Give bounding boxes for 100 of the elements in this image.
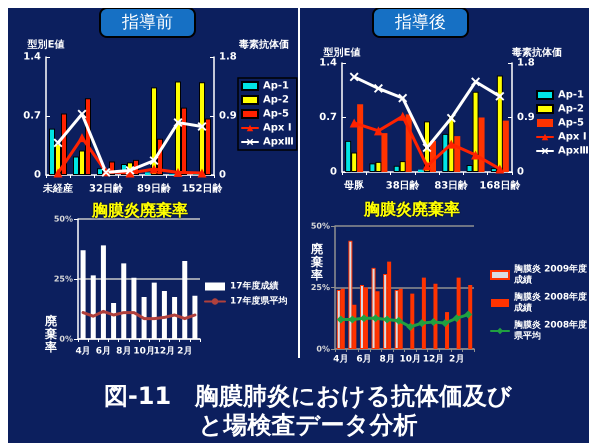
y-tick-label: 1.4 (23, 52, 42, 62)
point (422, 143, 432, 152)
legend-label: Apx Ⅰ (558, 132, 587, 142)
y-tick-label: 0.7 (319, 112, 338, 123)
y-tick-label: 50% (310, 222, 330, 230)
x-tick-label: 10月 (133, 346, 155, 356)
chart-title: 指導前 (121, 12, 173, 32)
x-tick-label: 89日齢 (137, 182, 172, 194)
chart-title: 胸膜炎廃棄率 (363, 200, 460, 218)
point (471, 77, 480, 86)
x-tick-label: 2月 (177, 346, 192, 356)
x-tick-label: 12月 (154, 346, 176, 356)
legend-label: Ap-5 (263, 108, 290, 120)
bar (502, 120, 509, 172)
chart-title: 胸膜炎廃棄率 (91, 200, 188, 220)
point (495, 92, 504, 101)
point (446, 114, 456, 123)
bar (340, 288, 345, 349)
legend-label: ApxⅢ (558, 146, 589, 156)
chart-title: 指導後 (394, 12, 446, 32)
bar (410, 294, 414, 349)
bar (372, 268, 376, 349)
x-tick-label: 83日齢 (434, 180, 470, 192)
y-axis-title: 型別E値 (26, 38, 64, 50)
bar (468, 285, 472, 349)
point (78, 110, 86, 119)
y-tick-label: 25% (54, 274, 73, 284)
y2-tick-label: 0.9 (517, 112, 535, 123)
legend-label: 17年度成績 (230, 280, 279, 292)
x-tick-label: 2月 (448, 354, 464, 364)
x-tick-label: 6月 (356, 354, 372, 364)
x-tick-label: 12月 (422, 354, 444, 364)
point (495, 164, 504, 174)
x-tick-label: 母豚 (343, 180, 366, 192)
legend-label: Ap-5 (558, 118, 584, 128)
bar (387, 262, 392, 349)
bar (357, 104, 364, 172)
point (394, 316, 403, 325)
y-tick-label: 50% (54, 214, 73, 224)
y-axis-title: 廃棄率 (311, 242, 323, 282)
bar (381, 133, 388, 172)
legend-label: Apx Ⅰ (263, 122, 292, 134)
bar (456, 278, 461, 349)
point (150, 156, 158, 166)
y-tick-label: 0 (34, 170, 42, 180)
bar (97, 168, 103, 175)
y2-axis-title: 毒素抗体価 (511, 46, 562, 58)
x-tick-label: 10月 (400, 354, 422, 364)
legend-label: Ap-1 (558, 90, 584, 100)
x-tick-label: 38日齢 (386, 180, 421, 192)
y-tick-label: 0.7 (23, 110, 42, 122)
legend-label: 17年度県平均 (230, 296, 288, 306)
point (422, 161, 432, 170)
bar (433, 284, 438, 349)
y-tick-label: 0 (330, 166, 338, 178)
bar (454, 136, 460, 172)
legend-label: Ap-2 (263, 94, 290, 106)
point (471, 150, 480, 160)
point (452, 314, 461, 322)
y-tick-label: 0% (316, 344, 330, 354)
bar (336, 290, 341, 349)
point (398, 112, 408, 121)
point (54, 168, 62, 178)
legend-label: 胸膜炎 2008年度成績 (513, 292, 588, 314)
x-tick-label: 32日齢 (89, 182, 124, 194)
bar (398, 288, 403, 349)
point (150, 164, 158, 174)
point (360, 314, 368, 322)
y-tick-label: 0% (59, 334, 73, 344)
y2-tick-label: 1.8 (517, 58, 535, 68)
point (441, 319, 450, 328)
point (350, 118, 359, 128)
legend-label: ApxⅢ (263, 136, 294, 148)
y-tick-label: 25% (310, 283, 330, 292)
point (374, 126, 383, 136)
point (126, 166, 134, 175)
x-tick-label: 4月 (75, 346, 91, 356)
point (54, 138, 62, 148)
bar (364, 288, 368, 349)
x-tick-label: 152日齢 (182, 182, 224, 194)
bar (478, 118, 485, 172)
line-series (82, 310, 196, 320)
y2-tick-label: 1.8 (219, 52, 237, 62)
point (464, 310, 472, 319)
point (174, 168, 182, 177)
point (406, 322, 414, 331)
x-tick-label: 168日齢 (479, 180, 522, 192)
point (374, 84, 383, 93)
x-tick-label: 未経産 (42, 182, 73, 194)
point (398, 94, 408, 103)
point (174, 118, 182, 128)
bar (422, 278, 426, 349)
bar (348, 240, 352, 349)
point (78, 133, 86, 142)
point (198, 122, 206, 131)
y2-tick-label: 0.9 (219, 110, 237, 122)
bar (394, 290, 399, 349)
x-tick-label: 4月 (333, 354, 348, 364)
y2-tick-label: 0 (219, 170, 226, 180)
legend-label: Ap-1 (263, 80, 290, 92)
